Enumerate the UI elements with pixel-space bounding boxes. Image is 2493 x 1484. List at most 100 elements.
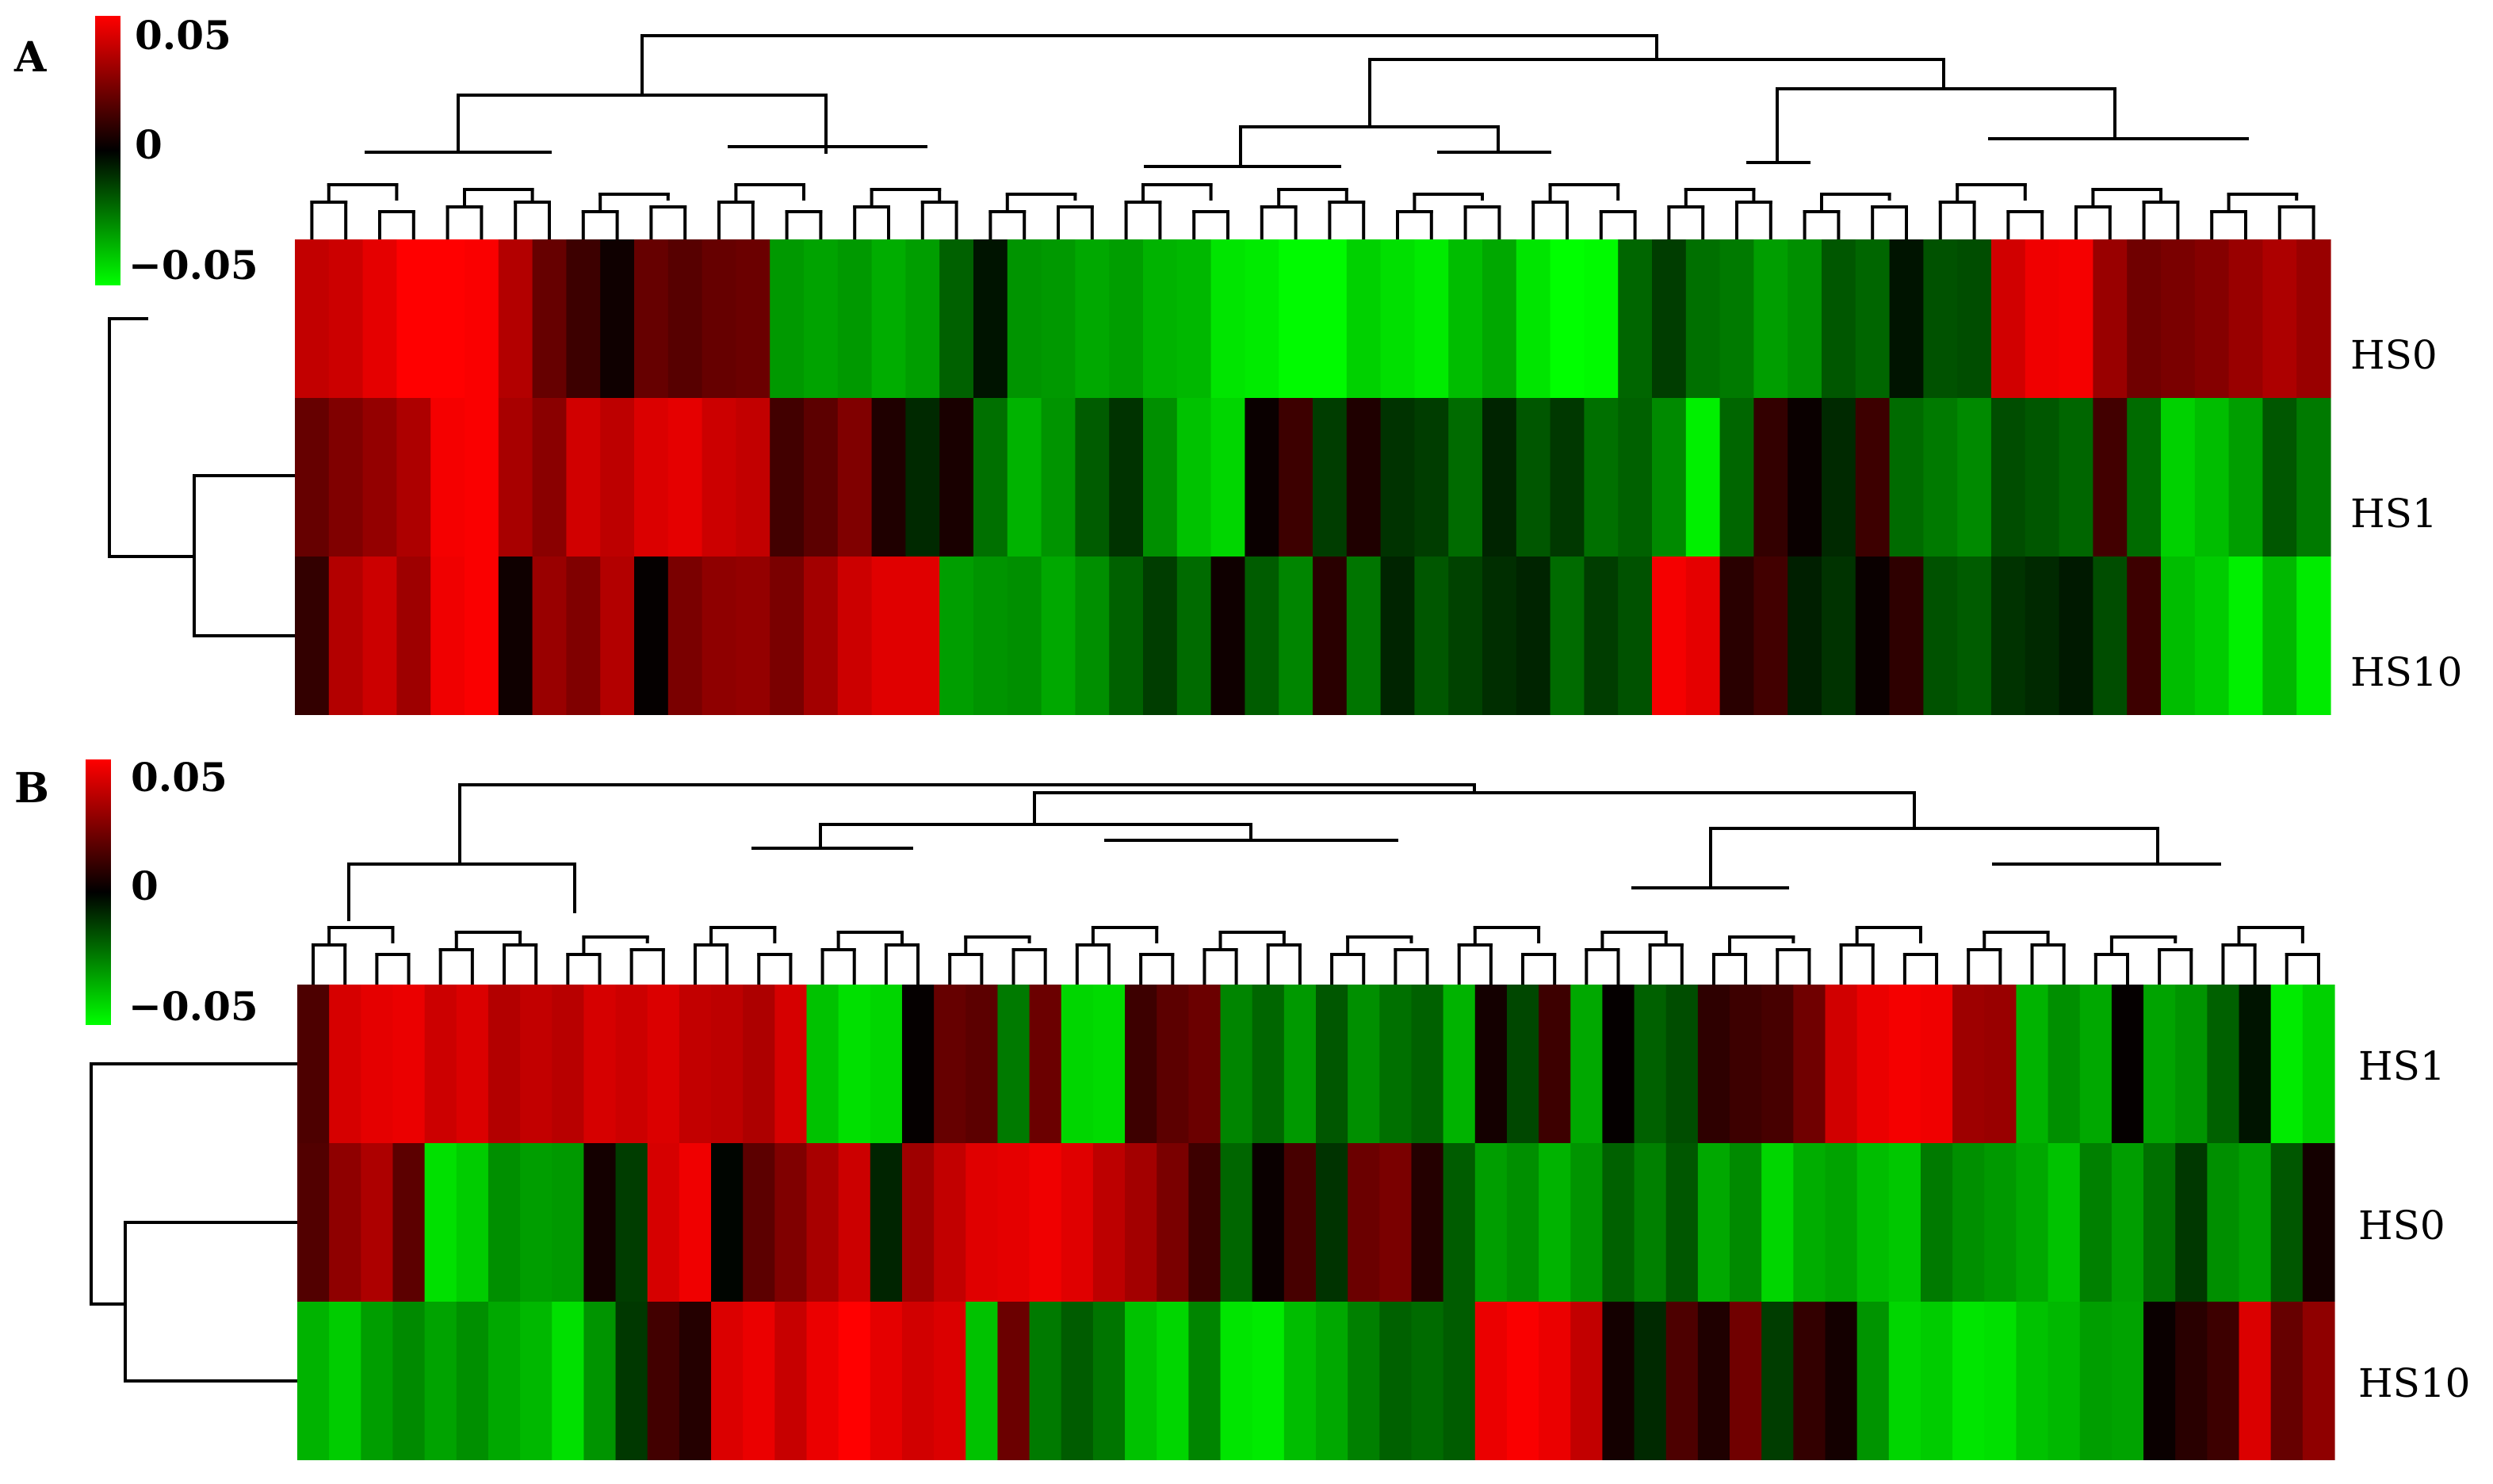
heatmap-cell-1-2-54 [2093, 398, 2128, 556]
heatmap-cell-1-1-49 [1923, 239, 1958, 398]
heatmap-cell-1-1-40 [1618, 239, 1653, 398]
heatmap-cell-2-2-50 [1856, 1143, 1890, 1302]
heatmap-cell-1-2-2 [328, 398, 364, 556]
panel-b-row-label-1: HS1 [2358, 1043, 2445, 1089]
heatmap-cell-2-2-7 [488, 1143, 521, 1302]
panel-b-row-dendrogram [90, 1062, 299, 1383]
heatmap-cell-1-2-37 [1516, 398, 1551, 556]
heatmap-cell-2-1-61 [2207, 985, 2240, 1143]
panel-a: A 0.05 0 −0.05 [13, 12, 2462, 715]
heatmap-cell-2-3-23 [997, 1302, 1030, 1460]
heatmap-cell-2-3-13 [679, 1302, 712, 1460]
heatmap-cell-2-3-22 [965, 1302, 999, 1460]
heatmap-cell-2-2-26 [1092, 1143, 1126, 1302]
heatmap-cell-2-1-25 [1061, 985, 1094, 1143]
heatmap-cell-1-1-10 [600, 239, 635, 398]
heatmap-cell-2-2-43 [1634, 1143, 1667, 1302]
heatmap-cell-1-1-7 [498, 239, 533, 398]
heatmap-cell-2-2-21 [934, 1143, 966, 1302]
heatmap-cell-1-1-59 [2262, 239, 2297, 398]
heatmap-cell-2-2-24 [1029, 1143, 1062, 1302]
heatmap-cell-2-3-15 [743, 1302, 775, 1460]
panel-a-row-dendrogram [108, 317, 296, 637]
heatmap-cell-1-2-51 [1991, 398, 2026, 556]
heatmap-cell-1-2-18 [871, 398, 906, 556]
heatmap-cell-1-3-44 [1753, 556, 1788, 715]
heatmap-cell-2-3-36 [1411, 1302, 1444, 1460]
panel-b-scale-mid: 0 [131, 862, 159, 909]
heatmap-cell-2-3-20 [901, 1302, 935, 1460]
heatmap-cell-1-1-32 [1346, 239, 1382, 398]
heatmap-cell-2-3-46 [1730, 1302, 1762, 1460]
heatmap-cell-2-1-55 [2016, 985, 2049, 1143]
heatmap-cell-1-3-10 [600, 556, 635, 715]
heatmap-cell-1-2-53 [2059, 398, 2093, 556]
heatmap-cell-2-2-44 [1665, 1143, 1699, 1302]
heatmap-cell-2-3-41 [1570, 1302, 1604, 1460]
heatmap-cell-2-2-20 [901, 1143, 935, 1302]
heatmap-cell-2-1-62 [2239, 985, 2272, 1143]
heatmap-cell-1-3-18 [871, 556, 906, 715]
heatmap-cell-2-2-45 [1697, 1143, 1730, 1302]
heatmap-cell-2-3-14 [711, 1302, 744, 1460]
heatmap-cell-2-2-2 [329, 1143, 361, 1302]
heatmap-cell-1-1-5 [430, 239, 465, 398]
heatmap-cell-2-2-34 [1348, 1143, 1380, 1302]
heatmap-cell-1-2-39 [1584, 398, 1619, 556]
heatmap-cell-2-3-40 [1539, 1302, 1571, 1460]
heatmap-cell-1-2-30 [1279, 398, 1313, 556]
heatmap-cell-2-1-33 [1316, 985, 1348, 1143]
heatmap-cell-2-3-2 [329, 1302, 361, 1460]
heatmap-cell-2-3-43 [1634, 1302, 1667, 1460]
heatmap-cell-2-2-17 [806, 1143, 839, 1302]
heatmap-cell-1-3-40 [1618, 556, 1653, 715]
heatmap-cell-2-2-14 [711, 1143, 744, 1302]
heatmap-cell-1-2-41 [1652, 398, 1687, 556]
heatmap-cell-1-3-9 [566, 556, 601, 715]
heatmap-cell-2-1-27 [1125, 985, 1157, 1143]
heatmap-cell-1-2-45 [1788, 398, 1822, 556]
panel-a-column-dendrogram [365, 34, 2249, 168]
heatmap-cell-1-2-33 [1380, 398, 1415, 556]
heatmap-cell-1-1-35 [1448, 239, 1483, 398]
heatmap-cell-2-3-16 [774, 1302, 808, 1460]
heatmap-cell-1-3-37 [1516, 556, 1551, 715]
heatmap-cell-2-2-56 [2048, 1143, 2081, 1302]
heatmap-cell-2-3-7 [488, 1302, 521, 1460]
heatmap-cell-1-2-20 [939, 398, 974, 556]
heatmap-cell-1-2-59 [2262, 398, 2297, 556]
heatmap-cell-2-2-59 [2143, 1143, 2176, 1302]
heatmap-cell-1-3-2 [328, 556, 364, 715]
heatmap-cell-2-1-19 [870, 985, 903, 1143]
heatmap-cell-2-1-36 [1411, 985, 1444, 1143]
heatmap-cell-1-2-57 [2194, 398, 2230, 556]
heatmap-cell-1-3-58 [2228, 556, 2263, 715]
heatmap-cell-2-1-20 [901, 985, 935, 1143]
heatmap-cell-2-1-56 [2048, 985, 2081, 1143]
heatmap-cell-2-2-25 [1061, 1143, 1094, 1302]
heatmap-cell-2-2-48 [1793, 1143, 1826, 1302]
heatmap-cell-2-1-51 [1888, 985, 1921, 1143]
panel-b-scale-max: 0.05 [131, 754, 228, 801]
heatmap-cell-1-3-35 [1448, 556, 1483, 715]
heatmap-cell-2-3-62 [2239, 1302, 2272, 1460]
heatmap-cell-1-1-41 [1652, 239, 1687, 398]
heatmap-cell-2-1-14 [711, 985, 744, 1143]
heatmap-cell-1-3-26 [1143, 556, 1178, 715]
heatmap-cell-2-1-59 [2143, 985, 2176, 1143]
heatmap-cell-2-3-5 [424, 1302, 457, 1460]
heatmap-cell-2-2-9 [552, 1143, 585, 1302]
heatmap-cell-2-1-17 [806, 985, 839, 1143]
heatmap-cell-1-2-27 [1176, 398, 1212, 556]
heatmap-cell-2-1-26 [1092, 985, 1126, 1143]
heatmap-cell-1-3-34 [1414, 556, 1449, 715]
heatmap-cell-2-3-1 [297, 1302, 330, 1460]
panel-b-column-dendrogram [347, 783, 2221, 921]
heatmap-cell-2-2-63 [2270, 1143, 2304, 1302]
heatmap-cell-1-1-14 [736, 239, 770, 398]
heatmap-cell-2-2-61 [2207, 1143, 2240, 1302]
heatmap-cell-2-1-42 [1602, 985, 1635, 1143]
heatmap-cell-2-3-33 [1316, 1302, 1348, 1460]
heatmap-cell-2-2-60 [2175, 1143, 2208, 1302]
heatmap-cell-2-3-48 [1793, 1302, 1826, 1460]
